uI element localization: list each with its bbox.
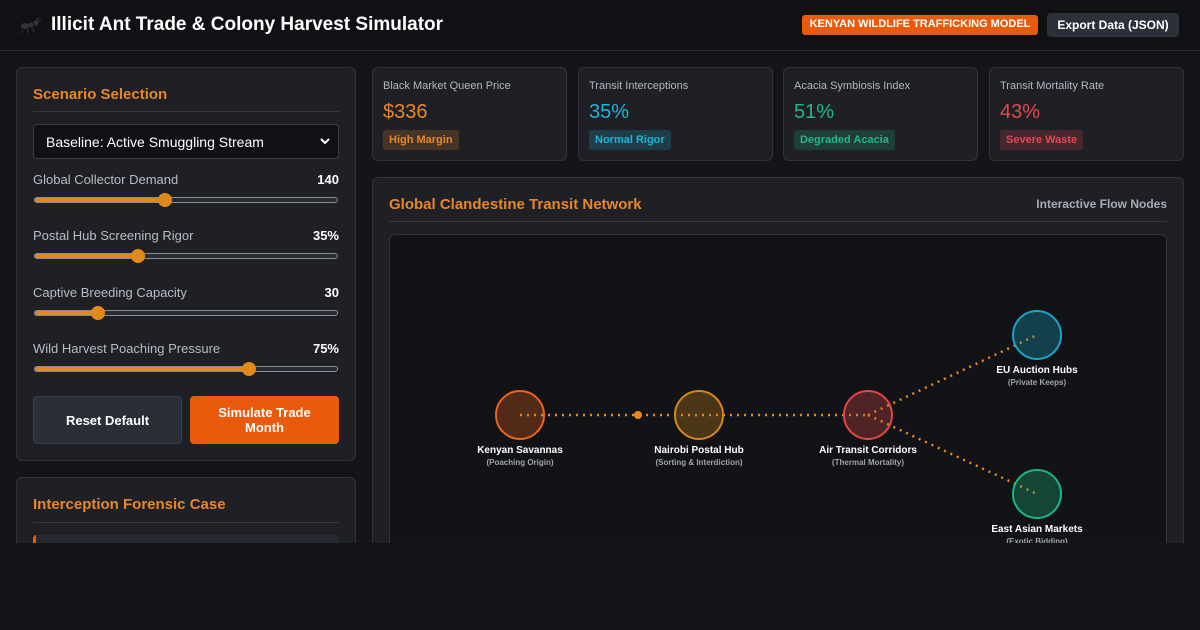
panel-title: Scenario Selection xyxy=(33,86,168,103)
metric-value: 51% xyxy=(794,101,835,123)
node-label: East Asian Markets xyxy=(991,524,1083,535)
metric-tag: Normal Rigor xyxy=(589,130,671,150)
flow-node[interactable] xyxy=(843,390,893,440)
metric-label: Black Market Queen Price xyxy=(383,80,511,92)
metric-tag: High Margin xyxy=(383,130,459,150)
slider-value: 140 xyxy=(317,172,339,187)
slider-label: Postal Hub Screening Rigor xyxy=(33,228,194,244)
metric-value: 35% xyxy=(589,101,630,123)
flow-node[interactable] xyxy=(1012,310,1062,360)
simulate-button[interactable]: Simulate Trade Month xyxy=(190,396,339,444)
metric-card: Black Market Queen Price $336 High Margin xyxy=(372,67,567,161)
select-text: Baseline: Active Smuggling Stream xyxy=(46,134,264,150)
model-badge: KENYAN WILDLIFE TRAFFICKING MODEL xyxy=(802,15,1038,35)
metric-value: 43% xyxy=(1000,101,1041,123)
ant-icon xyxy=(20,16,42,34)
metric-value: $336 xyxy=(383,101,428,123)
node-sublabel: (Private Keeps) xyxy=(1008,378,1067,387)
content: Scenario Selection Baseline: Active Smug… xyxy=(0,51,1200,543)
slider-label: Captive Breeding Capacity xyxy=(33,284,187,300)
divider xyxy=(33,522,339,523)
slider-fill xyxy=(35,366,250,371)
divider xyxy=(33,111,339,112)
header: Illicit Ant Trade & Colony Harvest Simul… xyxy=(0,0,1200,51)
network-canvas: Kenyan Savannas (Poaching Origin) Nairobi … xyxy=(389,234,1167,543)
node-sublabel: (Poaching Origin) xyxy=(486,458,553,467)
node-sublabel: (Sorting & Interdiction) xyxy=(655,458,742,467)
slider-track[interactable] xyxy=(34,249,338,264)
node-label: Air Transit Corridors xyxy=(819,445,917,456)
flow-node[interactable] xyxy=(674,390,724,440)
slider-fill xyxy=(35,310,99,315)
flow-link xyxy=(867,333,1038,417)
node-label: Nairobi Postal Hub xyxy=(654,445,743,456)
flow-link xyxy=(867,413,1038,496)
node-label: EU Auction Hubs xyxy=(996,365,1078,376)
node-label: Kenyan Savannas xyxy=(477,445,563,456)
slider-track[interactable] xyxy=(34,361,338,376)
chevron xyxy=(320,138,330,145)
slider-thumb[interactable] xyxy=(130,249,145,264)
node-sublabel: (Exotic Bidding) xyxy=(1006,537,1068,543)
scenario-select[interactable]: Baseline: Active Smuggling Stream xyxy=(33,124,339,159)
metric-tag: Degraded Acacia xyxy=(794,130,895,150)
panel-title: Interception Forensic Case xyxy=(33,496,226,513)
metric-card: Transit Interceptions 35% Normal Rigor xyxy=(578,67,773,161)
metric-card: Transit Mortality Rate 43% Severe Waste xyxy=(989,67,1184,161)
slider-thumb[interactable] xyxy=(242,361,257,376)
slider-thumb[interactable] xyxy=(157,193,172,207)
forensic-panel xyxy=(16,477,356,543)
reset-button[interactable]: Reset Default xyxy=(33,396,182,444)
node-sublabel: (Thermal Mortality) xyxy=(832,458,904,467)
metric-label: Acacia Symbiosis Index xyxy=(794,80,911,92)
slider-fill xyxy=(35,198,165,202)
metric-tag: Severe Waste xyxy=(1000,130,1084,150)
panel-title: Global Clandestine Transit Network xyxy=(389,196,642,213)
case-item xyxy=(33,535,339,543)
slider-label: Global Collector Demand xyxy=(33,172,179,187)
slider-thumb[interactable] xyxy=(91,305,106,320)
metric-label: Transit Mortality Rate xyxy=(1000,80,1105,92)
app-title: Illicit Ant Trade & Colony Harvest Simul… xyxy=(51,14,444,35)
metric-card: Acacia Symbiosis Index 51% Degraded Acacia xyxy=(783,67,978,161)
slider-label: Wild Harvest Poaching Pressure xyxy=(33,340,221,356)
slider-value: 30 xyxy=(324,284,339,300)
slider-fill xyxy=(35,254,138,259)
flow-links xyxy=(520,333,1038,496)
divider xyxy=(389,221,1167,222)
network-subtitle: Interactive Flow Nodes xyxy=(1036,197,1167,211)
slider-value: 75% xyxy=(312,340,339,356)
flow-node[interactable] xyxy=(1012,469,1062,519)
slider-value: 35% xyxy=(312,228,339,244)
metric-label: Transit Interceptions xyxy=(589,80,689,92)
flow-node[interactable] xyxy=(495,390,545,440)
export-button[interactable]: Export Data (JSON) xyxy=(1047,13,1179,37)
flow-packet xyxy=(634,411,642,419)
slider-track[interactable] xyxy=(34,305,338,320)
slider-track[interactable] xyxy=(34,193,338,207)
